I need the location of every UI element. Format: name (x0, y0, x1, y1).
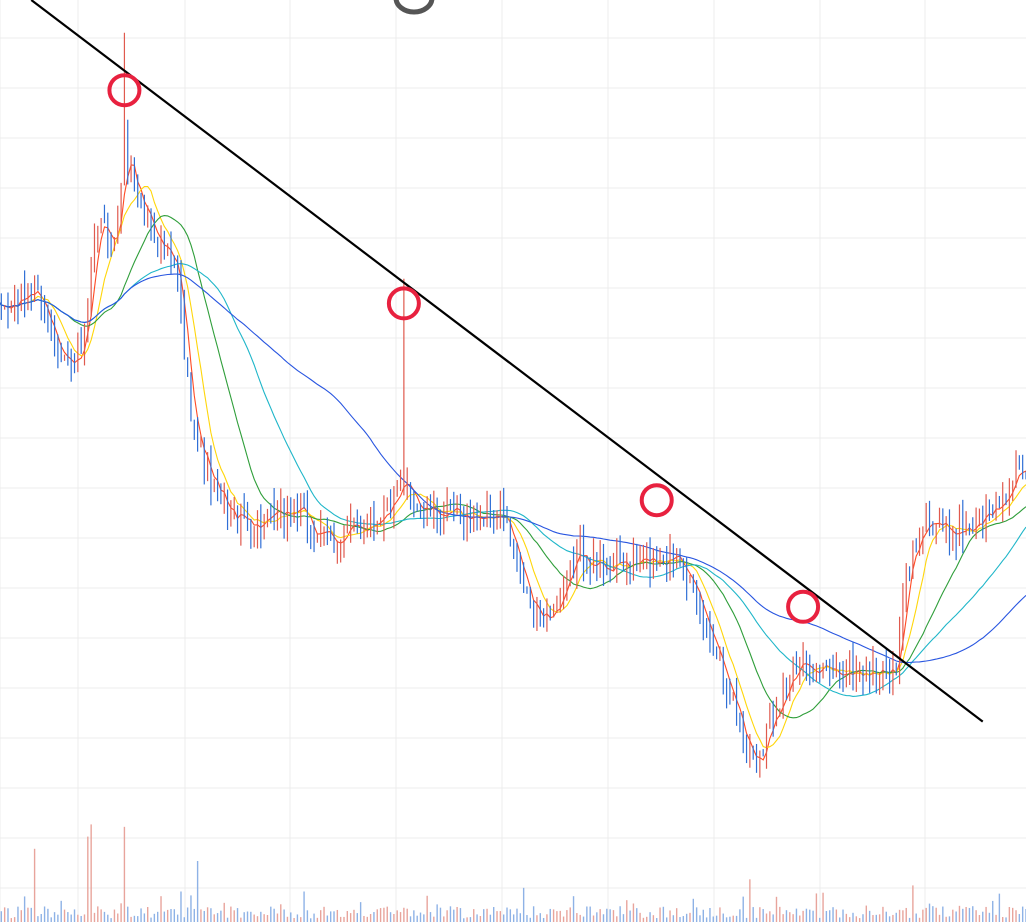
resistance-trendline (30, 0, 984, 723)
touch-point-circle (107, 73, 142, 108)
moving-average-ma_short (0, 185, 1026, 749)
trendline-layer (30, 0, 984, 723)
price-candles (0, 32, 1026, 778)
touch-point-circle (786, 589, 821, 624)
top-edge-fragment (393, 0, 435, 15)
touch-point-circle (386, 286, 421, 321)
top-edge-arc (393, 0, 435, 15)
volume-bars (0, 824, 1026, 922)
moving-average-ma_mid (0, 215, 1026, 719)
touch-point-circle (639, 483, 674, 518)
moving-average-ma_long (0, 263, 1026, 697)
moving-average-ma_slow (0, 273, 1026, 664)
touch-point-markers (107, 73, 821, 624)
moving-average-ma_fast (0, 164, 1026, 761)
moving-average-lines (0, 164, 1026, 761)
